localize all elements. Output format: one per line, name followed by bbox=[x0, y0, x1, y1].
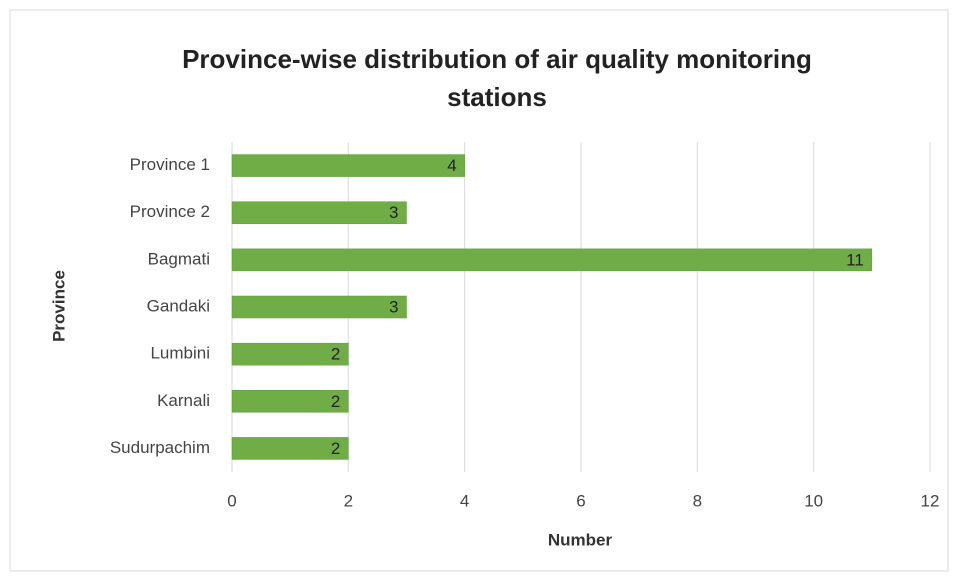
y-tick-label: Lumbini bbox=[150, 344, 210, 363]
data-label: 2 bbox=[331, 345, 340, 364]
bar bbox=[231, 154, 465, 177]
y-axis-label: Province bbox=[49, 270, 68, 342]
y-tick-label: Karnali bbox=[157, 391, 210, 410]
bar bbox=[231, 437, 349, 460]
y-tick-label: Province 2 bbox=[130, 202, 210, 221]
bar bbox=[231, 390, 349, 413]
chart-title: Province-wise distribution of air qualit… bbox=[182, 44, 812, 112]
x-tick-label: 8 bbox=[693, 491, 702, 510]
bar bbox=[231, 295, 407, 319]
chart-border bbox=[9, 9, 949, 572]
data-label: 3 bbox=[389, 203, 398, 222]
x-tick-label: 2 bbox=[344, 491, 353, 510]
x-tick-label: 10 bbox=[804, 491, 823, 510]
data-label: 3 bbox=[389, 297, 398, 316]
x-tick-label: 12 bbox=[921, 491, 940, 510]
y-tick-label: Gandaki bbox=[147, 296, 210, 315]
data-label: 11 bbox=[846, 250, 864, 269]
y-tick-label: Province 1 bbox=[130, 155, 210, 174]
data-label: 4 bbox=[447, 156, 456, 175]
x-axis-label: Number bbox=[548, 530, 613, 549]
x-tick-label: 6 bbox=[576, 491, 585, 510]
bar bbox=[231, 248, 873, 272]
data-label: 2 bbox=[331, 439, 340, 458]
bar bbox=[231, 342, 349, 366]
y-tick-label: Sudurpachim bbox=[110, 438, 210, 457]
data-label: 2 bbox=[331, 392, 340, 411]
x-tick-label: 4 bbox=[460, 491, 469, 510]
y-tick-label: Bagmati bbox=[148, 249, 210, 268]
x-tick-label: 0 bbox=[227, 491, 236, 510]
bar bbox=[231, 201, 407, 224]
